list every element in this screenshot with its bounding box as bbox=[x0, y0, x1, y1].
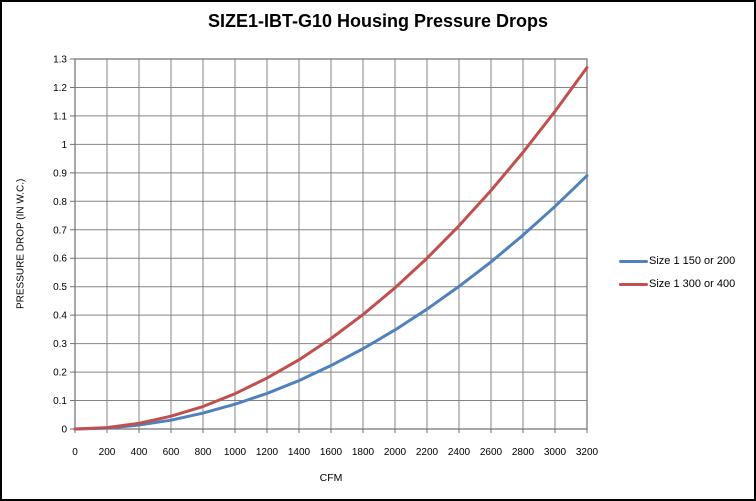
legend-line-swatch-red bbox=[619, 282, 648, 286]
y-tick-label: 1.2 bbox=[53, 83, 67, 94]
y-tick-label: 1.1 bbox=[53, 111, 67, 122]
x-tick-label: 1800 bbox=[352, 447, 375, 458]
x-tick-label: 2000 bbox=[384, 447, 407, 458]
x-tick-label: 600 bbox=[163, 447, 180, 458]
y-tick-label: 1.3 bbox=[53, 55, 67, 66]
y-tick-label: 0.4 bbox=[53, 311, 67, 322]
legend-item-size-1-300-or-400: Size 1 300 or 400 bbox=[619, 277, 735, 291]
legend: Size 1 150 or 200 Size 1 300 or 400 bbox=[619, 254, 735, 300]
x-tick-label: 200 bbox=[99, 447, 116, 458]
y-tick-label: 0.3 bbox=[53, 339, 67, 350]
chart-title: SIZE1-IBT-G10 Housing Pressure Drops bbox=[207, 11, 549, 31]
y-tick-label: 1 bbox=[61, 140, 67, 151]
x-tick-label: 2400 bbox=[448, 447, 471, 458]
x-tick-label: 1400 bbox=[288, 447, 311, 458]
y-tick-label: 0.9 bbox=[53, 168, 67, 179]
x-tick-label: 2600 bbox=[480, 447, 503, 458]
plot-border bbox=[74, 58, 588, 430]
x-tick-label: 400 bbox=[131, 447, 148, 458]
x-tick-label: 2800 bbox=[512, 447, 535, 458]
x-tick-label: 2200 bbox=[416, 447, 439, 458]
x-tick-label: 800 bbox=[195, 447, 212, 458]
legend-label: Size 1 150 or 200 bbox=[649, 255, 736, 267]
legend-item-size-1-150-or-200: Size 1 150 or 200 bbox=[619, 254, 735, 268]
legend-label: Size 1 300 or 400 bbox=[649, 278, 736, 290]
y-tick-label: 0.5 bbox=[53, 282, 67, 293]
legend-line-swatch-blue bbox=[619, 259, 648, 263]
x-tick-label: 3000 bbox=[544, 447, 567, 458]
y-tick-label: 0.2 bbox=[53, 368, 67, 379]
x-tick-label: 3200 bbox=[576, 447, 599, 458]
x-tick-label: 1200 bbox=[256, 447, 279, 458]
y-tick-label: 0 bbox=[61, 425, 67, 436]
y-tick-label: 0.7 bbox=[53, 225, 67, 236]
x-tick-label: 1600 bbox=[320, 447, 343, 458]
y-tick-label: 0.8 bbox=[53, 197, 67, 208]
y-tick-label: 0.6 bbox=[53, 254, 67, 265]
x-tick-label: 1000 bbox=[224, 447, 247, 458]
y-tick-label: 0.1 bbox=[53, 396, 67, 407]
x-tick-label: 0 bbox=[72, 447, 78, 458]
series-line-0 bbox=[73, 174, 589, 431]
x-axis-title: CFM bbox=[319, 472, 343, 484]
series-line-1 bbox=[73, 66, 589, 431]
